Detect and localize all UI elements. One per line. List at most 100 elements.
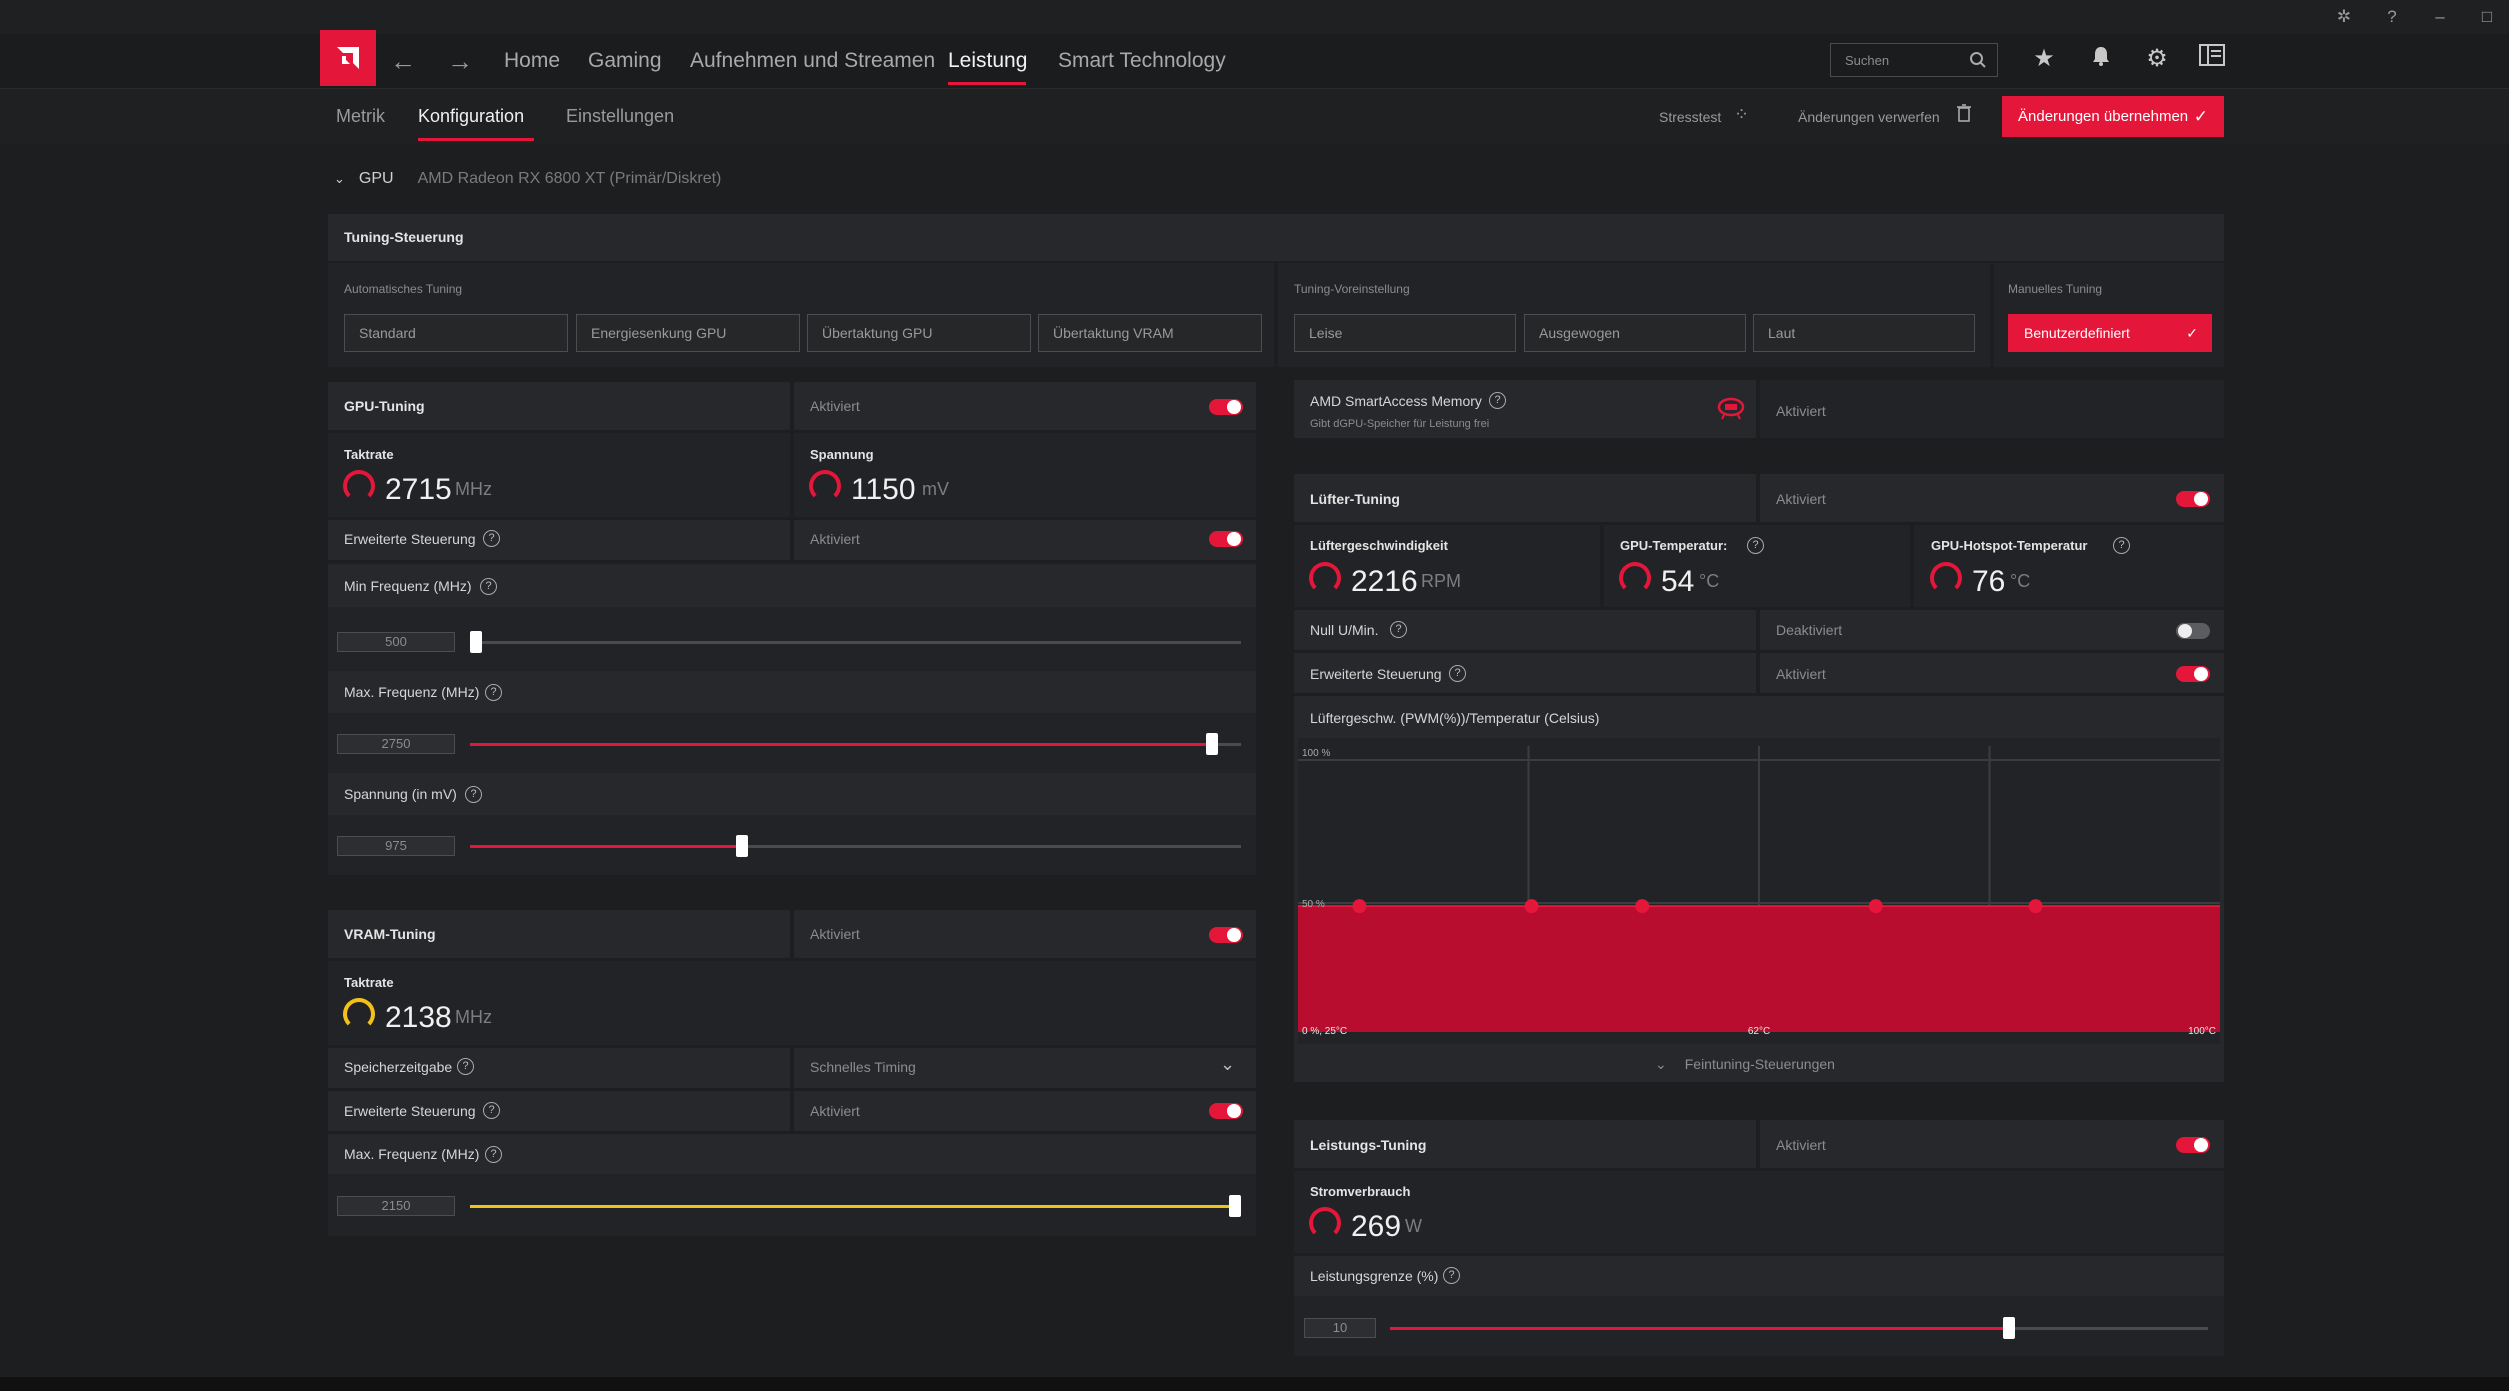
power-limit-thumb[interactable] — [2002, 1317, 2015, 1339]
chart-point[interactable] — [1352, 899, 1367, 914]
power-draw-gauge — [1309, 1207, 1341, 1239]
forward-arrow-icon[interactable]: → — [447, 46, 473, 76]
gpu-adv-control-toggle[interactable] — [1209, 531, 1243, 547]
vram-tuning-toggle[interactable] — [1209, 927, 1243, 943]
help-icon[interactable]: ? — [1443, 1267, 1460, 1284]
fan-tuning-toggle[interactable] — [2176, 491, 2210, 507]
tab-settings[interactable]: Einstellungen — [566, 106, 675, 126]
memory-timing-dropdown[interactable] — [794, 1048, 1256, 1088]
gpu-selector[interactable]: ⌄ GPU AMD Radeon RX 6800 XT (Primär/Diskre… — [334, 170, 721, 188]
help-icon[interactable]: ? — [465, 786, 482, 803]
help-icon[interactable]: ? — [485, 684, 502, 701]
power-tuning-title: Leistungs-Tuning — [1310, 1137, 1427, 1153]
gpu-tuning-toggle[interactable] — [1209, 399, 1243, 415]
help-icon[interactable]: ? — [480, 578, 497, 595]
voltage-slider-thumb[interactable] — [735, 835, 748, 857]
auto-standard-button[interactable]: Standard — [344, 314, 568, 352]
fine-tune-toggle[interactable]: ⌄ Feintuning-Steuerungen — [1655, 1056, 1835, 1073]
bug-report-icon[interactable]: ✲ — [2336, 7, 2352, 26]
vram-max-freq-thumb[interactable] — [1229, 1195, 1241, 1217]
min-freq-input[interactable]: 500 — [337, 632, 455, 652]
gpu-tuning-title: GPU-Tuning — [344, 398, 425, 414]
help-icon[interactable]: ? — [1449, 665, 1466, 682]
fan-speed-value: 2216 — [1351, 565, 1418, 598]
memory-timing-label: Speicherzeitgabe — [344, 1059, 453, 1075]
help-icon[interactable]: ? — [1747, 537, 1764, 554]
chart-point[interactable] — [2028, 899, 2043, 914]
vram-adv-status-cell — [794, 1091, 1256, 1131]
minimize-icon[interactable]: – — [2435, 7, 2445, 26]
overlay-layout-icon[interactable] — [2197, 44, 2227, 74]
fan-speed-unit: RPM — [1421, 571, 1461, 591]
gpu-clock-cell — [328, 433, 790, 517]
power-limit-input[interactable]: 10 — [1304, 1318, 1376, 1338]
chart-point[interactable] — [1868, 899, 1883, 914]
tab-metrics[interactable]: Metrik — [336, 106, 385, 126]
preset-loud-button[interactable]: Laut — [1753, 314, 1975, 352]
help-icon[interactable]: ? — [2387, 7, 2397, 26]
stresstest-icon[interactable]: ⁘ — [1734, 104, 1750, 124]
fine-tune-label: Feintuning-Steuerungen — [1684, 1056, 1835, 1072]
voltage-slider-input[interactable]: 975 — [337, 836, 455, 856]
min-freq-track[interactable] — [470, 641, 1241, 644]
chart-point[interactable] — [1524, 899, 1539, 914]
voltage-slider-track[interactable] — [470, 845, 1241, 848]
vram-max-freq-label: Max. Frequenz (MHz) — [344, 1146, 480, 1162]
fan-adv-control-toggle[interactable] — [2176, 666, 2210, 682]
nav-smart-technology[interactable]: Smart Technology — [1058, 49, 1226, 72]
settings-gear-icon[interactable]: ⚙ — [2146, 45, 2168, 72]
help-icon[interactable]: ? — [483, 1102, 500, 1119]
nav-gaming[interactable]: Gaming — [588, 49, 662, 72]
gpu-voltage-unit: mV — [922, 479, 949, 499]
auto-overclock-gpu-button[interactable]: Übertaktung GPU — [807, 314, 1031, 352]
help-icon[interactable]: ? — [457, 1058, 474, 1075]
nav-home[interactable]: Home — [504, 49, 561, 72]
nav-performance[interactable]: Leistung — [948, 49, 1028, 72]
nav-record-stream[interactable]: Aufnehmen und Streamen — [690, 49, 936, 72]
preset-quiet-button[interactable]: Leise — [1294, 314, 1516, 352]
help-icon[interactable]: ? — [1390, 621, 1407, 638]
manual-custom-button[interactable]: Benutzerdefiniert ✓ — [2008, 314, 2212, 352]
sam-status-cell — [1760, 380, 2224, 438]
auto-undervolt-gpu-button[interactable]: Energiesenkung GPU — [576, 314, 800, 352]
memory-timing-cell — [328, 1048, 790, 1088]
min-freq-thumb[interactable] — [470, 631, 482, 653]
trash-icon[interactable] — [1956, 104, 1972, 125]
vram-clock-cell — [328, 961, 1256, 1045]
max-freq-label: Max. Frequenz (MHz) — [344, 684, 480, 700]
help-icon[interactable]: ? — [1489, 392, 1506, 409]
max-freq-input[interactable]: 2750 — [337, 734, 455, 754]
auto-overclock-vram-button[interactable]: Übertaktung VRAM — [1038, 314, 1262, 352]
search-input[interactable]: Suchen — [1830, 43, 1998, 77]
chart-point[interactable] — [1635, 899, 1650, 914]
amd-logo-icon[interactable] — [320, 30, 376, 86]
fan-curve-label: Lüftergeschw. (PWM(%))/Temperatur (Celsi… — [1310, 710, 1600, 726]
help-icon[interactable]: ? — [2113, 537, 2130, 554]
fan-tuning-status: Aktiviert — [1776, 491, 1826, 507]
gpu-temp-unit: °C — [1699, 571, 1720, 591]
apply-changes-button[interactable]: Änderungen übernehmen ✓ — [2002, 96, 2224, 137]
chart-x-tick-label: 100°C — [2188, 1026, 2216, 1037]
zero-rpm-toggle[interactable] — [2176, 623, 2210, 639]
stresstest-label[interactable]: Stresstest — [1659, 109, 1722, 125]
gpu-sliders-panel — [328, 563, 1256, 875]
maximize-icon[interactable]: □ — [2481, 7, 2493, 26]
discard-changes-button[interactable]: Änderungen verwerfen — [1798, 109, 1940, 125]
preset-balanced-button[interactable]: Ausgewogen — [1524, 314, 1746, 352]
vram-adv-control-toggle[interactable] — [1209, 1103, 1243, 1119]
vram-max-freq-input[interactable]: 2150 — [337, 1196, 455, 1216]
help-icon[interactable]: ? — [485, 1146, 502, 1163]
vram-max-freq-row — [328, 1134, 1256, 1174]
fan-curve-chart[interactable]: 100 % 50 % 0 %, 25°C 62°C 100°C — [1298, 738, 2220, 1044]
power-tuning-toggle[interactable] — [2176, 1137, 2210, 1153]
notifications-bell-icon[interactable] — [2086, 44, 2116, 74]
help-icon[interactable]: ? — [483, 530, 500, 547]
max-freq-thumb[interactable] — [1206, 733, 1219, 755]
tab-configuration[interactable]: Konfiguration — [418, 106, 525, 126]
back-arrow-icon[interactable]: ← — [390, 46, 416, 76]
nav-active-indicator — [948, 82, 1026, 85]
favorites-star-icon[interactable]: ★ — [2033, 45, 2055, 72]
chart-x-tick-label: 62°C — [1748, 1026, 1770, 1037]
gpu-temp-gauge — [1619, 562, 1651, 594]
